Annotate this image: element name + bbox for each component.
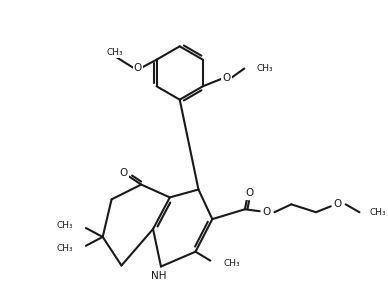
Text: CH₃: CH₃ bbox=[107, 48, 123, 57]
Text: CH₃: CH₃ bbox=[56, 221, 73, 230]
Text: NH: NH bbox=[151, 272, 167, 281]
Text: CH₃: CH₃ bbox=[56, 244, 73, 253]
Text: O: O bbox=[134, 63, 142, 73]
Text: O: O bbox=[246, 188, 254, 198]
Text: CH₃: CH₃ bbox=[256, 64, 273, 73]
Text: O: O bbox=[119, 168, 128, 178]
Text: O: O bbox=[222, 73, 230, 83]
Text: CH₃: CH₃ bbox=[369, 208, 386, 217]
Text: O: O bbox=[334, 199, 342, 209]
Text: CH₃: CH₃ bbox=[223, 259, 240, 268]
Text: O: O bbox=[263, 207, 271, 217]
